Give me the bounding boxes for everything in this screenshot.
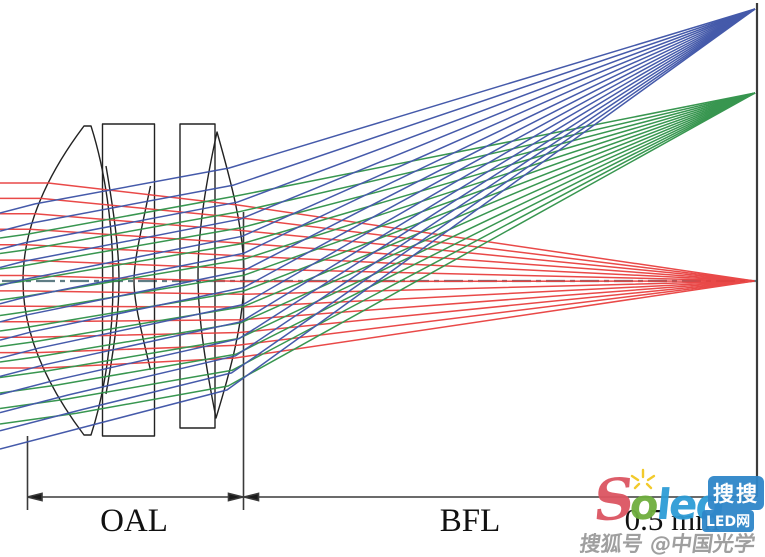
oal-label: OAL (100, 503, 168, 539)
ray-edge-field-blue (0, 8, 756, 251)
sun-rays-icon (630, 468, 656, 490)
ray-mid-field-green (0, 92, 756, 239)
watermark-badge-sousou: 搜搜 (708, 476, 764, 510)
ray-axial-field-red (0, 228, 755, 282)
ray-edge-field-blue (0, 8, 756, 341)
ray-axial-field-red (0, 280, 755, 323)
arrowhead-bfl-left (243, 492, 260, 502)
ray-axial-field-red (0, 243, 755, 282)
ray-axial-field-red (0, 182, 755, 282)
ray-edge-field-blue (0, 8, 756, 269)
bfl-label: BFL (440, 503, 501, 539)
ray-axial-field-red (0, 280, 755, 354)
watermark-badge-lednet: LED网 (702, 510, 755, 532)
ray-edge-field-blue (0, 8, 756, 432)
ray-mid-field-green (0, 92, 756, 348)
ray-axial-field-red (0, 280, 755, 338)
ray-axial-field-red (0, 197, 755, 282)
ray-edge-field-blue (0, 8, 756, 359)
ray-mid-field-green (0, 92, 756, 255)
lens-element-2-mount (101, 123, 156, 437)
ray-edge-field-blue (0, 8, 756, 232)
arrowhead-oal-left (27, 492, 43, 502)
lens-element-2-surface-b (133, 185, 152, 371)
ray-edge-field-blue (0, 8, 756, 450)
ray-edge-field-blue (0, 8, 756, 214)
arrowhead-oal-right (227, 492, 244, 502)
ray-mid-field-green (0, 92, 756, 332)
ray-axial-field-red (0, 280, 755, 369)
ray-axial-field-red (0, 213, 755, 282)
ray-mid-field-green (0, 92, 756, 363)
ray-edge-field-blue (0, 8, 756, 414)
ray-fans (0, 8, 756, 450)
watermark: S oled 搜搜 LED网 搜狐号 @中国光学 (578, 465, 765, 557)
ray-mid-field-green (0, 92, 756, 394)
ray-mid-field-green (0, 92, 756, 425)
ray-mid-field-green (0, 92, 756, 270)
ray-edge-field-blue (0, 8, 756, 287)
ray-axial-field-red (0, 259, 755, 282)
watermark-byline: 搜狐号 @中国光学 (578, 532, 757, 556)
ray-edge-field-blue (0, 8, 756, 305)
dimension-annotations (26, 212, 757, 510)
ray-edge-field-blue (0, 8, 756, 323)
ray-edge-field-blue (0, 8, 756, 378)
ray-axial-field-red (0, 280, 755, 308)
ray-edge-field-blue (0, 8, 756, 396)
ray-mid-field-green (0, 92, 756, 301)
ray-mid-field-green (0, 92, 756, 379)
